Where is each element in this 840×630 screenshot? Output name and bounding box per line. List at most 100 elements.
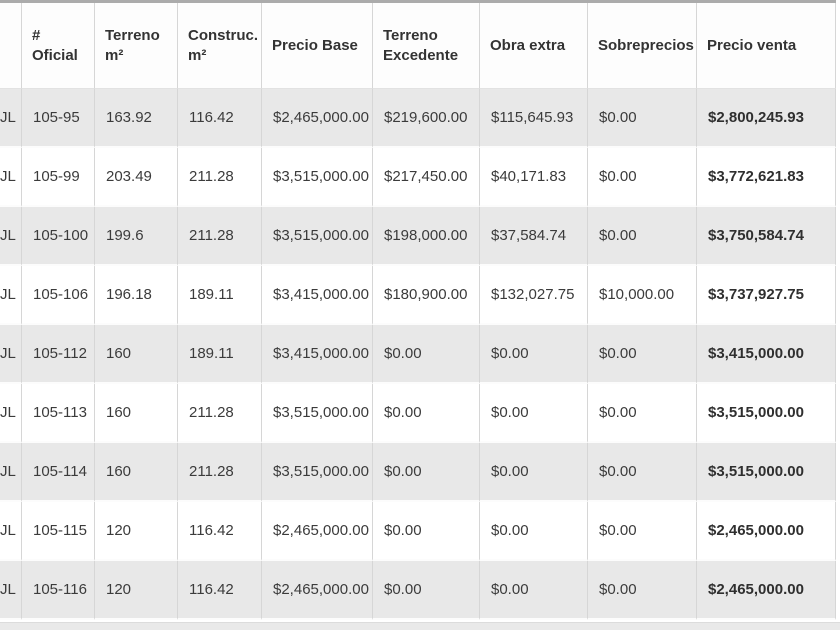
cell-terreno_exc: $180,900.00 [373,266,480,325]
cell-sobreprecios: $0.00 [588,443,697,502]
row-prefix-cell: JL [0,502,22,561]
cell-precio_venta: $3,415,000.00 [697,325,836,384]
cell-terreno: 120 [95,561,178,620]
cell-oficial: 105-112 [22,325,95,384]
table-body: JL 105-95 163.92 116.42 $2,465,000.00 $219,60… [0,89,836,620]
cell-precio_venta: $3,750,584.74 [697,207,836,266]
cell-precio_base: $3,515,000.00 [262,148,373,207]
cell-construc: 211.28 [178,384,262,443]
cell-construc: 116.42 [178,502,262,561]
cell-construc: 211.28 [178,207,262,266]
pricing-table: # Oficial Terreno m² Construc. m² Precio Ba… [0,0,836,620]
cell-precio_venta: $3,515,000.00 [697,384,836,443]
cell-precio_base: $3,515,000.00 [262,384,373,443]
cell-precio_venta: $2,800,245.93 [697,89,836,148]
cell-terreno_exc: $0.00 [373,561,480,620]
cell-terreno: 163.92 [95,89,178,148]
cell-sobreprecios: $0.00 [588,325,697,384]
cell-oficial: 105-116 [22,561,95,620]
cell-terreno: 120 [95,502,178,561]
row-prefix-cell: JL [0,443,22,502]
table-row: JL 105-115 120 116.42 $2,465,000.00 $0.00 $0.0… [0,502,836,561]
table-row: JL 105-116 120 116.42 $2,465,000.00 $0.00 $0.0… [0,561,836,620]
table-row: JL 105-112 160 189.11 $3,415,000.00 $0.00 $0.0… [0,325,836,384]
cell-terreno_exc: $0.00 [373,325,480,384]
cell-terreno: 196.18 [95,266,178,325]
table-row: JL 105-100 199.6 211.28 $3,515,000.00 $198,00… [0,207,836,266]
cell-construc: 116.42 [178,89,262,148]
header-cell-obra_extra: Obra extra [480,3,588,89]
cell-precio_venta: $3,515,000.00 [697,443,836,502]
cell-sobreprecios: $0.00 [588,207,697,266]
cell-terreno: 160 [95,384,178,443]
cell-oficial: 105-100 [22,207,95,266]
header-row: # Oficial Terreno m² Construc. m² Precio Ba… [0,3,836,89]
cell-precio_venta: $3,772,621.83 [697,148,836,207]
cell-obra_extra: $0.00 [480,502,588,561]
row-prefix-cell: JL [0,148,22,207]
cell-oficial: 105-95 [22,89,95,148]
cell-terreno_exc: $198,000.00 [373,207,480,266]
cell-oficial: 105-99 [22,148,95,207]
cell-obra_extra: $0.00 [480,325,588,384]
cell-terreno: 199.6 [95,207,178,266]
cell-obra_extra: $0.00 [480,561,588,620]
table-row: JL 105-99 203.49 211.28 $3,515,000.00 $217,45… [0,148,836,207]
corner-cell [0,3,22,89]
cell-construc: 189.11 [178,266,262,325]
cell-precio_venta: $2,465,000.00 [697,561,836,620]
cell-precio_venta: $2,465,000.00 [697,502,836,561]
row-prefix-cell: JL [0,266,22,325]
row-prefix-cell: JL [0,89,22,148]
cell-construc: 211.28 [178,148,262,207]
cell-terreno_exc: $217,450.00 [373,148,480,207]
cell-terreno_exc: $0.00 [373,384,480,443]
cell-oficial: 105-106 [22,266,95,325]
row-divider [0,620,840,622]
cell-precio_base: $3,415,000.00 [262,325,373,384]
cell-obra_extra: $132,027.75 [480,266,588,325]
cell-construc: 211.28 [178,443,262,502]
cell-construc: 189.11 [178,325,262,384]
cell-oficial: 105-115 [22,502,95,561]
cell-terreno: 160 [95,325,178,384]
cell-precio_base: $2,465,000.00 [262,502,373,561]
header-cell-oficial: # Oficial [22,3,95,89]
table-row: JL 105-113 160 211.28 $3,515,000.00 $0.00 $0.0… [0,384,836,443]
cell-oficial: 105-113 [22,384,95,443]
cell-terreno: 203.49 [95,148,178,207]
cell-sobreprecios: $0.00 [588,502,697,561]
cell-terreno_exc: $219,600.00 [373,89,480,148]
header-cell-precio_base: Precio Base [262,3,373,89]
row-prefix-cell: JL [0,384,22,443]
cell-construc: 116.42 [178,561,262,620]
cell-precio_venta: $3,737,927.75 [697,266,836,325]
cell-sobreprecios: $10,000.00 [588,266,697,325]
cell-sobreprecios: $0.00 [588,89,697,148]
row-prefix-cell: JL [0,561,22,620]
row-prefix-cell: JL [0,207,22,266]
cell-terreno_exc: $0.00 [373,502,480,561]
cell-terreno: 160 [95,443,178,502]
header-cell-sobreprecios: Sobreprecios [588,3,697,89]
partial-next-row [0,622,840,630]
cell-obra_extra: $37,584.74 [480,207,588,266]
header-cell-terreno_exc: Terreno Excedente [373,3,480,89]
table-header: # Oficial Terreno m² Construc. m² Precio Ba… [0,3,836,89]
cell-precio_base: $2,465,000.00 [262,561,373,620]
cell-obra_extra: $0.00 [480,443,588,502]
cell-sobreprecios: $0.00 [588,148,697,207]
header-cell-terreno: Terreno m² [95,3,178,89]
cell-precio_base: $3,515,000.00 [262,443,373,502]
cell-oficial: 105-114 [22,443,95,502]
table-row: JL 105-114 160 211.28 $3,515,000.00 $0.00 $0.0… [0,443,836,502]
cell-precio_base: $2,465,000.00 [262,89,373,148]
cell-obra_extra: $115,645.93 [480,89,588,148]
cell-sobreprecios: $0.00 [588,384,697,443]
cell-obra_extra: $0.00 [480,384,588,443]
cell-obra_extra: $40,171.83 [480,148,588,207]
table-row: JL 105-106 196.18 189.11 $3,415,000.00 $180,9… [0,266,836,325]
header-cell-construc: Construc. m² [178,3,262,89]
row-prefix-cell: JL [0,325,22,384]
